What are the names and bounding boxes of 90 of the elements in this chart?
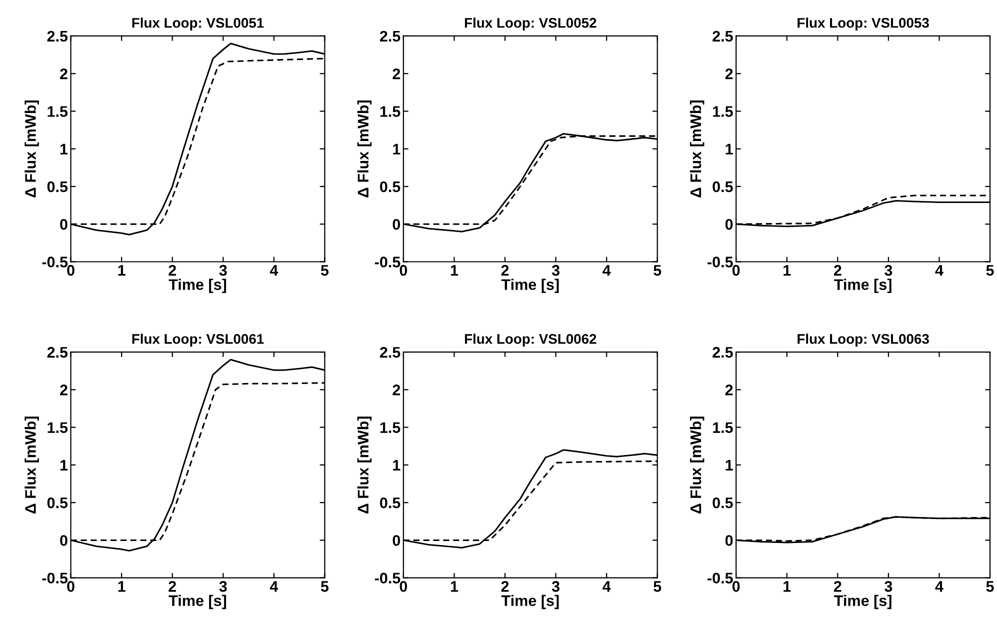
y-tick-label: -0.5: [374, 256, 400, 268]
x-tick-label: 1: [784, 265, 791, 276]
x-axis-title: Time [s]: [501, 594, 559, 610]
x-tick-label: 4: [270, 581, 278, 592]
y-axis-title: Δ Flux [mWb]: [24, 100, 39, 198]
y-tick-label: 1.5: [380, 106, 400, 117]
y-tick-label: 2: [392, 384, 400, 396]
x-tick-label: 3: [884, 581, 892, 592]
x-tick-label: 5: [320, 581, 329, 592]
y-tick-label: 2: [392, 68, 400, 80]
x-tick-label: 5: [986, 581, 994, 592]
x-axis-title: Time [s]: [834, 594, 892, 610]
x-tick-label: 4: [935, 581, 944, 592]
y-tick-label: 2.5: [380, 30, 400, 42]
x-axis-title: Time [s]: [168, 278, 226, 294]
x-tick-label: 5: [986, 265, 994, 276]
y-axis-title: Δ Flux [mWb]: [357, 100, 372, 198]
y-tick-label: 2.5: [712, 346, 733, 358]
y-tick-label: 1: [726, 460, 733, 470]
x-tick-label: 5: [654, 265, 662, 276]
y-tick-label: 1.5: [48, 422, 68, 434]
x-tick-label: 1: [784, 581, 791, 592]
y-axis-title: Δ Flux [mWb]: [24, 416, 39, 514]
y-tick-label: 1: [60, 460, 68, 470]
x-tick-label: 5: [320, 265, 329, 276]
y-tick-label: 0.5: [712, 181, 733, 192]
y-tick-label: -0.5: [374, 572, 400, 584]
y-tick-label: 1.5: [380, 422, 400, 434]
y-tick-label: 0.5: [47, 181, 68, 192]
y-tick-label: 0.5: [380, 497, 400, 508]
x-tick-label: 3: [552, 581, 560, 592]
y-tick-label: 2.5: [47, 346, 68, 358]
y-tick-label: 0: [725, 218, 733, 230]
x-tick-label: 2: [168, 264, 176, 276]
x-tick-label: 4: [602, 265, 611, 276]
x-tick-label: 3: [219, 581, 227, 592]
y-tick-label: 0: [392, 535, 400, 546]
y-tick-label: 2.5: [47, 30, 68, 42]
chart-title: Flux Loop: VSL0053: [798, 18, 929, 31]
x-axis-title: Time [s]: [168, 594, 226, 610]
chart-title: Flux Loop: VSL0062: [464, 334, 596, 347]
y-tick-label: 1: [393, 144, 400, 154]
y-tick-label: 0: [392, 218, 400, 230]
chart-title: Flux Loop: VSL0063: [798, 334, 929, 347]
x-tick-label: 3: [552, 264, 560, 276]
y-tick-label: 1.5: [713, 106, 733, 117]
y-tick-label: 0.5: [712, 497, 733, 508]
chart-title: Flux Loop: VSL0061: [132, 334, 264, 347]
x-tick-label: 2: [168, 581, 176, 592]
x-tick-label: 3: [219, 264, 227, 276]
x-tick-label: 1: [450, 265, 458, 276]
y-tick-label: 2: [60, 68, 68, 80]
x-tick-label: 1: [118, 265, 126, 276]
x-tick-label: 2: [834, 264, 842, 276]
y-axis-title: Δ Flux [mWb]: [690, 416, 704, 514]
y-tick-label: 0: [60, 535, 68, 546]
y-tick-label: 0.5: [380, 181, 400, 192]
x-tick-label: 1: [450, 581, 458, 592]
y-tick-label: -0.5: [708, 256, 733, 268]
y-tick-label: 2: [725, 384, 733, 396]
x-tick-label: 2: [501, 581, 509, 592]
x-axis-title: Time [s]: [834, 278, 892, 294]
chart-title: Flux Loop: VSL0051: [132, 18, 264, 31]
y-tick-label: -0.5: [42, 572, 68, 584]
x-tick-label: 2: [501, 264, 509, 276]
x-tick-label: 3: [884, 264, 892, 276]
y-tick-label: 2.5: [380, 346, 400, 358]
x-tick-label: 4: [270, 265, 278, 276]
y-tick-label: 1: [393, 460, 400, 470]
x-tick-label: 4: [602, 581, 611, 592]
y-tick-label: 2.5: [712, 30, 733, 42]
y-tick-label: -0.5: [42, 256, 68, 268]
y-axis-title: Δ Flux [mWb]: [690, 100, 704, 198]
x-axis-title: Time [s]: [501, 278, 559, 294]
y-tick-label: 1.5: [48, 106, 68, 117]
y-tick-label: 2: [60, 384, 68, 396]
y-tick-label: 1: [726, 144, 733, 154]
y-axis-title: Δ Flux [mWb]: [357, 416, 372, 514]
y-tick-label: 2: [725, 68, 733, 80]
y-tick-label: -0.5: [708, 572, 733, 584]
y-tick-label: 1: [60, 144, 68, 154]
y-tick-label: 1.5: [713, 422, 733, 434]
x-tick-label: 5: [654, 581, 662, 592]
x-tick-label: 1: [118, 581, 126, 592]
y-tick-label: 0: [60, 218, 68, 230]
y-tick-label: 0: [725, 535, 733, 546]
x-tick-label: 4: [935, 265, 944, 276]
y-tick-label: 0.5: [47, 497, 68, 508]
x-tick-label: 2: [834, 581, 842, 592]
chart-title: Flux Loop: VSL0052: [464, 18, 596, 31]
